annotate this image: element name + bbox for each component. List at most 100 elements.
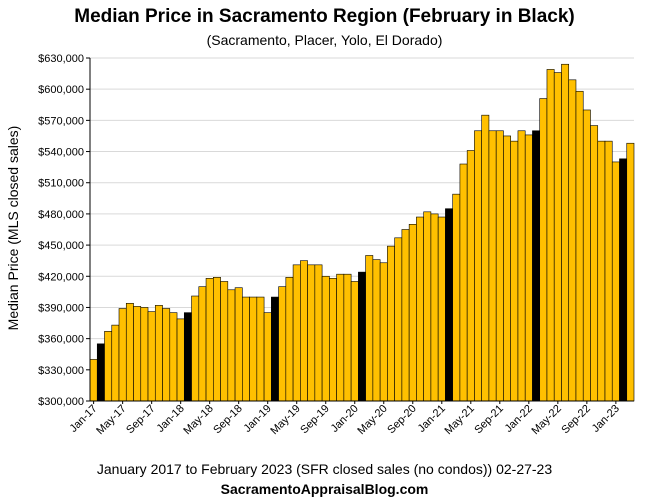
bar <box>176 318 185 402</box>
x-tick-label: May-21 <box>442 403 476 437</box>
y-tick-label: $510,000 <box>38 178 84 190</box>
bar <box>604 140 613 402</box>
y-tick-label: $600,000 <box>38 84 84 96</box>
bar <box>307 264 316 402</box>
y-tick-label: $450,000 <box>38 240 84 252</box>
bar <box>503 135 511 402</box>
bar <box>242 296 250 402</box>
bar <box>249 296 258 402</box>
bar <box>626 142 635 402</box>
bar <box>474 130 482 402</box>
bar <box>539 98 548 402</box>
y-tick-label: $330,000 <box>38 365 84 377</box>
bar <box>495 130 504 402</box>
bar <box>329 278 337 402</box>
bar <box>582 109 591 402</box>
bar <box>125 302 134 402</box>
axes <box>86 57 634 404</box>
bar <box>234 287 243 402</box>
bar <box>510 140 519 402</box>
bar <box>133 306 142 402</box>
bar <box>350 281 359 402</box>
bar-february <box>619 158 628 402</box>
x-tick-label: Sep-17 <box>124 403 158 437</box>
x-tick-label: Sep-21 <box>472 403 506 437</box>
chart-title: Median Price in Sacramento Region (Febru… <box>74 6 575 27</box>
bar <box>292 264 301 402</box>
bar <box>365 255 374 402</box>
bar <box>256 296 265 402</box>
y-tick-label: $300,000 <box>38 396 84 408</box>
x-tick-label: Sep-22 <box>559 403 593 437</box>
bar <box>517 130 526 402</box>
bar <box>488 130 497 402</box>
bar <box>416 216 424 402</box>
bar-february <box>532 130 541 402</box>
bar-february <box>358 271 366 402</box>
bar <box>220 281 229 402</box>
x-tick-label: May-17 <box>94 403 128 437</box>
bar <box>401 229 410 402</box>
bar <box>140 307 149 402</box>
bar <box>278 286 287 402</box>
bar <box>611 161 620 402</box>
bar <box>452 193 461 402</box>
bar <box>459 163 468 402</box>
bar <box>597 140 606 402</box>
bar <box>336 273 345 402</box>
x-tick-label: May-18 <box>181 403 215 437</box>
bar <box>118 308 127 402</box>
bar <box>590 125 599 402</box>
footer-website: SacramentoAppraisalBlog.com <box>220 481 429 497</box>
bar <box>466 150 475 402</box>
bar <box>227 289 236 402</box>
bar <box>437 216 446 402</box>
bar <box>104 331 113 402</box>
x-tick-label: Sep-18 <box>211 403 245 437</box>
y-tick-label: $360,000 <box>38 334 84 346</box>
bar <box>169 312 178 402</box>
bar <box>111 324 120 402</box>
bar <box>524 134 533 402</box>
x-tick-labels: Jan-17May-17Sep-17Jan-18May-18Sep-18Jan-… <box>67 403 622 437</box>
bar <box>423 211 432 402</box>
bar <box>314 264 323 402</box>
x-tick-label: May-19 <box>268 403 302 437</box>
x-tick-label: Jan-23 <box>590 403 622 435</box>
bar <box>394 237 403 402</box>
bar-february <box>183 312 192 402</box>
x-tick-label: Sep-20 <box>385 403 419 437</box>
bar <box>372 259 381 402</box>
bar <box>546 69 555 402</box>
y-tick-label: $390,000 <box>38 302 84 314</box>
x-tick-label: May-22 <box>530 403 564 437</box>
y-tick-label: $420,000 <box>38 271 84 283</box>
bar <box>263 312 272 402</box>
bars <box>89 63 635 402</box>
x-tick-label: Sep-19 <box>298 403 332 437</box>
bar-february <box>445 208 453 402</box>
x-tick-label: May-20 <box>355 403 389 437</box>
x-axis-title: January 2017 to February 2023 (SFR close… <box>96 461 553 477</box>
bar <box>205 278 214 402</box>
bar <box>553 72 562 402</box>
bar <box>575 90 584 402</box>
bar <box>481 114 490 402</box>
bar <box>321 275 330 402</box>
bar <box>89 359 98 402</box>
y-tick-label: $630,000 <box>38 53 84 65</box>
y-tick-label: $540,000 <box>38 147 84 159</box>
y-tick-label: $480,000 <box>38 209 84 221</box>
bar <box>561 63 570 402</box>
bar <box>162 308 171 402</box>
y-tick-label: $570,000 <box>38 115 84 127</box>
bar <box>154 305 163 402</box>
bar <box>568 79 577 402</box>
bar <box>198 286 207 402</box>
bar <box>147 311 156 402</box>
bar <box>408 224 417 402</box>
bar <box>430 213 439 402</box>
bar <box>213 277 221 402</box>
bar <box>343 273 352 402</box>
